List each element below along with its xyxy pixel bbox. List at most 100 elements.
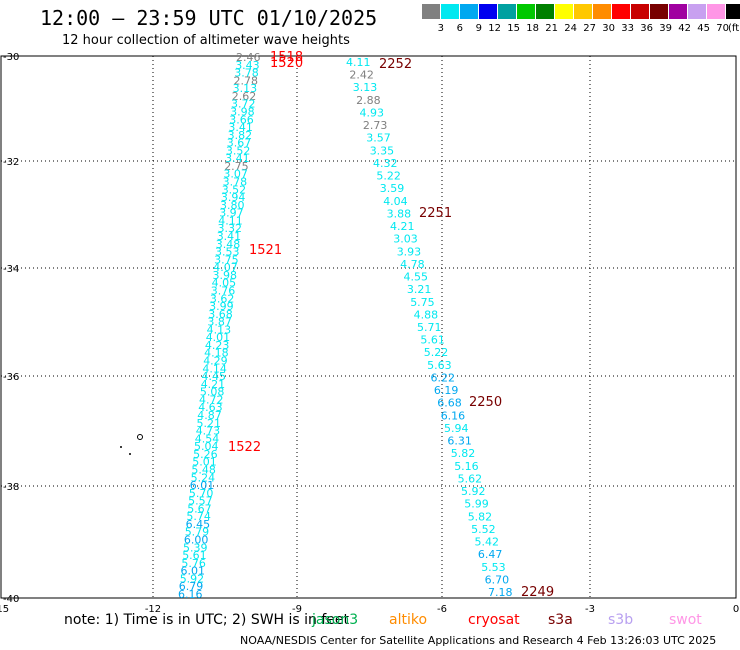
wave-height-value: 7.18 bbox=[488, 586, 513, 599]
pass-time-label: 2250 bbox=[469, 395, 502, 410]
legend-label: 30 bbox=[602, 23, 615, 34]
legend-swatch bbox=[707, 4, 726, 19]
legend-label: 9 bbox=[475, 23, 482, 34]
wave-height-value: 3.87 bbox=[207, 316, 232, 329]
wave-height-value: 4.14 bbox=[202, 362, 227, 375]
wave-height-value: 4.01 bbox=[206, 331, 231, 344]
wave-height-value: 4.54 bbox=[195, 432, 220, 445]
island-marker bbox=[120, 434, 143, 455]
wave-height-value: 3.41 bbox=[225, 152, 250, 165]
wave-height-value: 5.08 bbox=[200, 386, 225, 399]
wave-height-value: 5.67 bbox=[187, 502, 212, 515]
map-grid bbox=[1, 56, 736, 598]
wave-height-value: 3.32 bbox=[218, 222, 243, 235]
lat-tick-label: -38 bbox=[3, 482, 19, 493]
wave-height-value: 2.73 bbox=[363, 119, 388, 132]
wave-height-value: 5.53 bbox=[481, 561, 506, 574]
wave-height-value: 6.47 bbox=[478, 548, 503, 561]
sat-altiko: altiko bbox=[389, 612, 428, 628]
wave-height-value: 4.23 bbox=[205, 339, 230, 352]
sat-s3a: s3a bbox=[548, 612, 573, 628]
wave-height-value: 5.70 bbox=[189, 487, 214, 500]
legend-swatch bbox=[688, 4, 707, 19]
wave-height-value: 3.35 bbox=[370, 144, 395, 157]
lat-tick-label: -32 bbox=[3, 157, 19, 168]
wave-height-value: 5.01 bbox=[192, 456, 217, 469]
wave-height-value: 6.70 bbox=[485, 573, 510, 586]
wave-height-value: 3.97 bbox=[219, 207, 244, 220]
pass-time-label: 2252 bbox=[379, 57, 412, 72]
right-pass-values: 4.112.423.132.884.932.733.573.354.325.22… bbox=[346, 56, 513, 599]
wave-height-value: 3.98 bbox=[213, 269, 238, 282]
wave-height-value: 3.82 bbox=[228, 129, 253, 142]
lon-tick-label: -3 bbox=[585, 604, 595, 615]
pass-time-label: 2251 bbox=[419, 206, 452, 221]
sat-jason3: jason3 bbox=[312, 612, 359, 628]
wave-height-value: 3.78 bbox=[223, 176, 248, 189]
wave-height-value: 5.92 bbox=[180, 572, 205, 585]
legend-label: 12 bbox=[488, 23, 501, 34]
wave-height-value: 5.57 bbox=[188, 495, 213, 508]
wave-height-value: 4.13 bbox=[207, 323, 232, 336]
wave-height-value: 3.43 bbox=[235, 59, 260, 72]
wave-height-value: 6.00 bbox=[184, 534, 209, 547]
wave-height-value: 4.72 bbox=[199, 393, 224, 406]
wave-height-value: 4.29 bbox=[203, 355, 228, 368]
legend-swatch bbox=[498, 4, 517, 19]
wave-height-value: 3.68 bbox=[208, 308, 233, 321]
legend-swatch bbox=[574, 4, 593, 19]
wave-height-value: 2.62 bbox=[232, 90, 256, 103]
sat-swot: swot bbox=[669, 612, 702, 628]
wave-height-value: 4.18 bbox=[204, 347, 229, 360]
wave-height-value: 4.11 bbox=[218, 214, 243, 227]
wave-height-value: 6.19 bbox=[434, 384, 459, 397]
wave-height-value: 6.16 bbox=[178, 588, 203, 601]
legend-label: 33 bbox=[621, 23, 634, 34]
legend-swatch bbox=[650, 4, 669, 19]
legend-label: 21 bbox=[545, 23, 558, 34]
wave-height-value: 6.68 bbox=[437, 397, 462, 410]
wave-height-value: 3.99 bbox=[209, 300, 234, 313]
wave-height-value: 5.61 bbox=[420, 334, 445, 347]
wave-height-value: 6.01 bbox=[190, 479, 215, 492]
wave-height-value: 3.03 bbox=[393, 233, 418, 246]
wave-height-value: 5.82 bbox=[451, 447, 476, 460]
page-title: 12:00 – 23:59 UTC 01/10/2025 bbox=[40, 6, 378, 30]
wave-height-value: 4.87 bbox=[197, 409, 222, 422]
legend-swatch bbox=[612, 4, 631, 19]
sat-cryosat: cryosat bbox=[468, 612, 520, 628]
lat-tick-label: -30 bbox=[3, 52, 19, 63]
lon-tick-label: -15 bbox=[0, 604, 9, 615]
wave-height-value: 3.88 bbox=[387, 207, 412, 220]
wave-height-value: 3.66 bbox=[229, 113, 254, 126]
wave-height-value: 5.22 bbox=[376, 170, 401, 183]
wave-height-value: 6.45 bbox=[186, 518, 211, 531]
legend-label: 15 bbox=[507, 23, 520, 34]
wave-height-value: 3.75 bbox=[214, 253, 239, 266]
map-frame bbox=[0, 55, 737, 599]
wave-height-value: 3.94 bbox=[221, 191, 246, 204]
footnote: note: 1) Time is in UTC; 2) SWH is in fe… bbox=[64, 612, 350, 628]
wave-height-value: 3.57 bbox=[366, 132, 391, 145]
longitude-labels: -15 -12 -9 -6 -3 0 bbox=[0, 604, 739, 615]
wave-height-value: 3.98 bbox=[230, 106, 255, 119]
wave-height-value: 3.67 bbox=[227, 137, 252, 150]
wave-height-value: 6.16 bbox=[441, 409, 466, 422]
wave-height-value: 2.46 bbox=[236, 51, 261, 64]
wave-height-value: 3.78 bbox=[234, 67, 258, 80]
wave-height-value: 4.78 bbox=[400, 258, 425, 271]
wave-height-value: 4.55 bbox=[404, 271, 429, 284]
wave-height-value: 5.75 bbox=[410, 296, 435, 309]
wave-height-value: 3.41 bbox=[217, 230, 242, 243]
legend-swatch bbox=[422, 4, 441, 19]
legend-swatch bbox=[669, 4, 688, 19]
wave-height-value: 3.62 bbox=[210, 292, 235, 305]
legend-swatch bbox=[460, 4, 479, 19]
wave-height-value: 4.73 bbox=[196, 425, 221, 438]
footer-credit: NOAA/NESDIS Center for Satellite Applica… bbox=[240, 634, 717, 647]
left-pass-values: 2.463.433.782.783.132.623.723.983.663.41… bbox=[178, 51, 261, 601]
wave-height-value: 4.11 bbox=[346, 56, 371, 69]
wave-height-value: 5.63 bbox=[427, 359, 452, 372]
